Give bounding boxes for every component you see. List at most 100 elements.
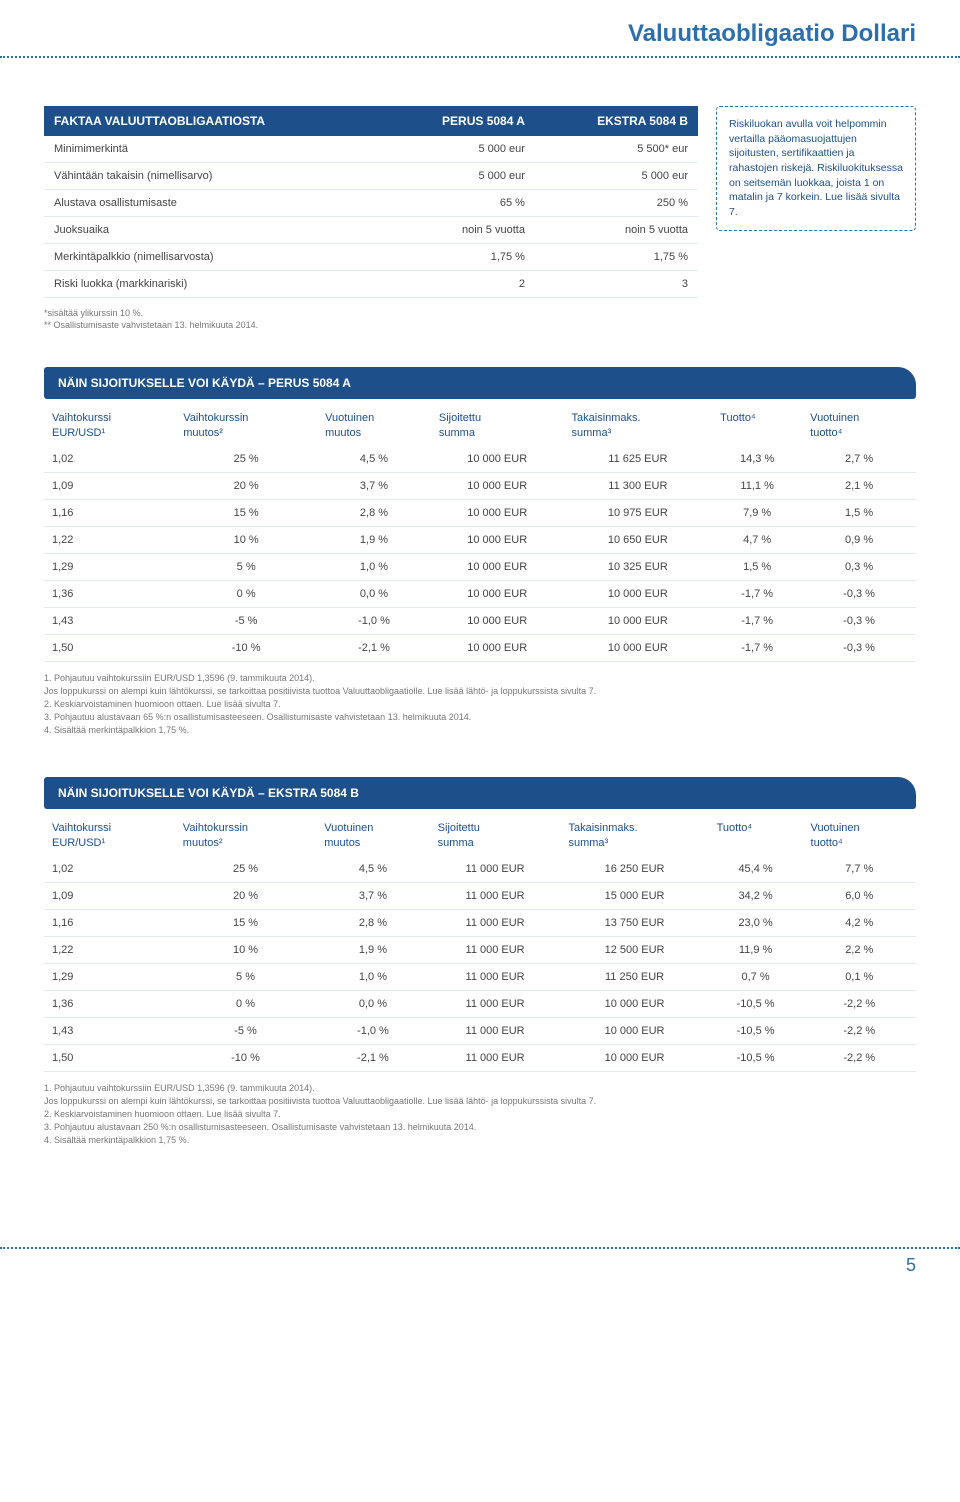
table-row: 1,1615 %2,8 %10 000 EUR10 975 EUR7,9 %1,…: [44, 499, 916, 526]
table-row: 1,0920 %3,7 %11 000 EUR15 000 EUR34,2 %6…: [44, 882, 916, 909]
table-cell: 10 650 EUR: [564, 526, 713, 553]
table-cell: 0,1 %: [803, 963, 916, 990]
table-cell: 1,16: [44, 499, 175, 526]
table-cell: 13 750 EUR: [560, 909, 708, 936]
table-row: Minimimerkintä5 000 eur5 500* eur: [44, 136, 698, 163]
col-header: Vuotuinenmuutos: [317, 405, 431, 446]
table-cell: 2,8 %: [317, 499, 431, 526]
table-cell: 2,8 %: [316, 909, 429, 936]
facts-tbody: Minimimerkintä5 000 eur5 500* eurVähintä…: [44, 136, 698, 298]
risk-box-text: Riskiluokan avulla voit helpommin vertai…: [729, 118, 903, 218]
table-cell: 10 %: [175, 936, 316, 963]
col-header: Vuotuinentuotto⁴: [802, 405, 916, 446]
footnote-line: ** Osallistumisaste vahvistetaan 13. hel…: [44, 320, 916, 332]
footnote-line: 3. Pohjautuu alustavaan 250 %:n osallist…: [44, 1121, 916, 1134]
table-cell: 10 000 EUR: [564, 580, 713, 607]
table-cell: 1,02: [44, 856, 175, 883]
table-cell: 11 000 EUR: [430, 936, 561, 963]
table-cell: 11 000 EUR: [430, 882, 561, 909]
table-cell: 1,43: [44, 1017, 175, 1044]
table-row: Merkintäpalkkio (nimellisarvosta)1,75 %1…: [44, 244, 698, 271]
table-cell: 10 000 EUR: [431, 580, 564, 607]
table-cell: 2: [384, 271, 535, 298]
table-cell: 0 %: [175, 580, 317, 607]
table-cell: 45,4 %: [709, 856, 803, 883]
table-cell: 5 000 eur: [384, 136, 535, 163]
footnote-line: Jos loppukurssi on alempi kuin lähtökurs…: [44, 1095, 916, 1108]
table-cell: 10 000 EUR: [560, 1044, 708, 1071]
footnote-line: 1. Pohjautuu vaihtokurssiin EUR/USD 1,35…: [44, 1082, 916, 1095]
table-cell: 5 %: [175, 553, 317, 580]
table-cell: 1,16: [44, 909, 175, 936]
table-cell: 5 000 eur: [535, 163, 698, 190]
table-row: 1,50-10 %-2,1 %11 000 EUR10 000 EUR-10,5…: [44, 1044, 916, 1071]
table-cell: 11 250 EUR: [560, 963, 708, 990]
table-row: 1,295 %1,0 %10 000 EUR10 325 EUR1,5 %0,3…: [44, 553, 916, 580]
scenario-b-tbody: 1,0225 %4,5 %11 000 EUR16 250 EUR45,4 %7…: [44, 856, 916, 1072]
col-header: Vuotuinenmuutos: [316, 815, 429, 856]
table-cell: 1,75 %: [384, 244, 535, 271]
table-cell: Vähintään takaisin (nimellisarvo): [44, 163, 384, 190]
table-cell: 4,2 %: [803, 909, 916, 936]
table-cell: Minimimerkintä: [44, 136, 384, 163]
table-cell: 11 000 EUR: [430, 1017, 561, 1044]
table-cell: 10 000 EUR: [560, 990, 708, 1017]
table-cell: Merkintäpalkkio (nimellisarvosta): [44, 244, 384, 271]
table-cell: -2,2 %: [803, 990, 916, 1017]
table-row: Vähintään takaisin (nimellisarvo) 5 000 e…: [44, 163, 698, 190]
table-cell: 1,09: [44, 472, 175, 499]
scenario-a-table: VaihtokurssiEUR/USD¹ Vaihtokurssinmuutos…: [44, 405, 916, 662]
table-cell: 6,0 %: [803, 882, 916, 909]
table-row: 1,1615 %2,8 %11 000 EUR13 750 EUR23,0 %4…: [44, 909, 916, 936]
table-cell: 1,75 %: [535, 244, 698, 271]
table-cell: -0,3 %: [802, 607, 916, 634]
table-cell: -2,1 %: [317, 634, 431, 661]
table-cell: 1,0 %: [316, 963, 429, 990]
table-cell: 1,36: [44, 990, 175, 1017]
table-cell: 11 000 EUR: [430, 963, 561, 990]
table-cell: -1,7 %: [712, 580, 802, 607]
table-row: 1,43-5 %-1,0 %11 000 EUR10 000 EUR-10,5 …: [44, 1017, 916, 1044]
table-cell: 1,5 %: [802, 499, 916, 526]
table-cell: 1,29: [44, 963, 175, 990]
table-cell: 2,7 %: [802, 446, 916, 473]
table-cell: 11,1 %: [712, 472, 802, 499]
table-cell: 1,5 %: [712, 553, 802, 580]
table-cell: 0,3 %: [802, 553, 916, 580]
footer-rule: [0, 1247, 960, 1255]
table-cell: 1,50: [44, 1044, 175, 1071]
table-cell: 10 000 EUR: [431, 553, 564, 580]
table-row: 1,0225 %4,5 %10 000 EUR11 625 EUR14,3 %2…: [44, 446, 916, 473]
table-row: Alustava osallistumisaste65 %250 %: [44, 190, 698, 217]
table-cell: 1,22: [44, 936, 175, 963]
col-header: VaihtokurssiEUR/USD¹: [44, 405, 175, 446]
table-cell: 7,7 %: [803, 856, 916, 883]
scenario-b-header: NÄIN SIJOITUKSELLE VOI KÄYDÄ – EKSTRA 50…: [44, 777, 916, 809]
table-row: 1,2210 %1,9 %10 000 EUR10 650 EUR4,7 %0,…: [44, 526, 916, 553]
table-row: 1,360 %0,0 %11 000 EUR10 000 EUR-10,5 %-…: [44, 990, 916, 1017]
col-header: Vaihtokurssinmuutos²: [175, 815, 316, 856]
table-cell: 10 000 EUR: [564, 634, 713, 661]
facts-footnotes: *sisältää ylikurssin 10 %. ** Osallistum…: [44, 308, 916, 331]
scenario-a-tbody: 1,0225 %4,5 %10 000 EUR11 625 EUR14,3 %2…: [44, 446, 916, 662]
table-cell: 3,7 %: [316, 882, 429, 909]
table-cell: 0,0 %: [316, 990, 429, 1017]
col-header: Takaisinmaks.summa³: [564, 405, 713, 446]
table-cell: noin 5 vuotta: [535, 217, 698, 244]
facts-section: FAKTAA VALUUTTAOBLIGAATIOSTA PERUS 5084 …: [44, 106, 916, 298]
table-cell: 10 000 EUR: [431, 472, 564, 499]
table-cell: 10 325 EUR: [564, 553, 713, 580]
table-cell: Juoksuaika: [44, 217, 384, 244]
col-header: Tuotto⁴: [709, 815, 803, 856]
scenario-a-header: NÄIN SIJOITUKSELLE VOI KÄYDÄ – PERUS 508…: [44, 367, 916, 399]
table-cell: Alustava osallistumisaste: [44, 190, 384, 217]
table-cell: 14,3 %: [712, 446, 802, 473]
table-cell: 10 000 EUR: [560, 1017, 708, 1044]
table-cell: 1,02: [44, 446, 175, 473]
table-cell: 34,2 %: [709, 882, 803, 909]
table-cell: 0,7 %: [709, 963, 803, 990]
table-cell: 3: [535, 271, 698, 298]
footnote-line: 2. Keskiarvoistaminen huomioon ottaen. L…: [44, 1108, 916, 1121]
table-cell: 11,9 %: [709, 936, 803, 963]
table-cell: 15 000 EUR: [560, 882, 708, 909]
